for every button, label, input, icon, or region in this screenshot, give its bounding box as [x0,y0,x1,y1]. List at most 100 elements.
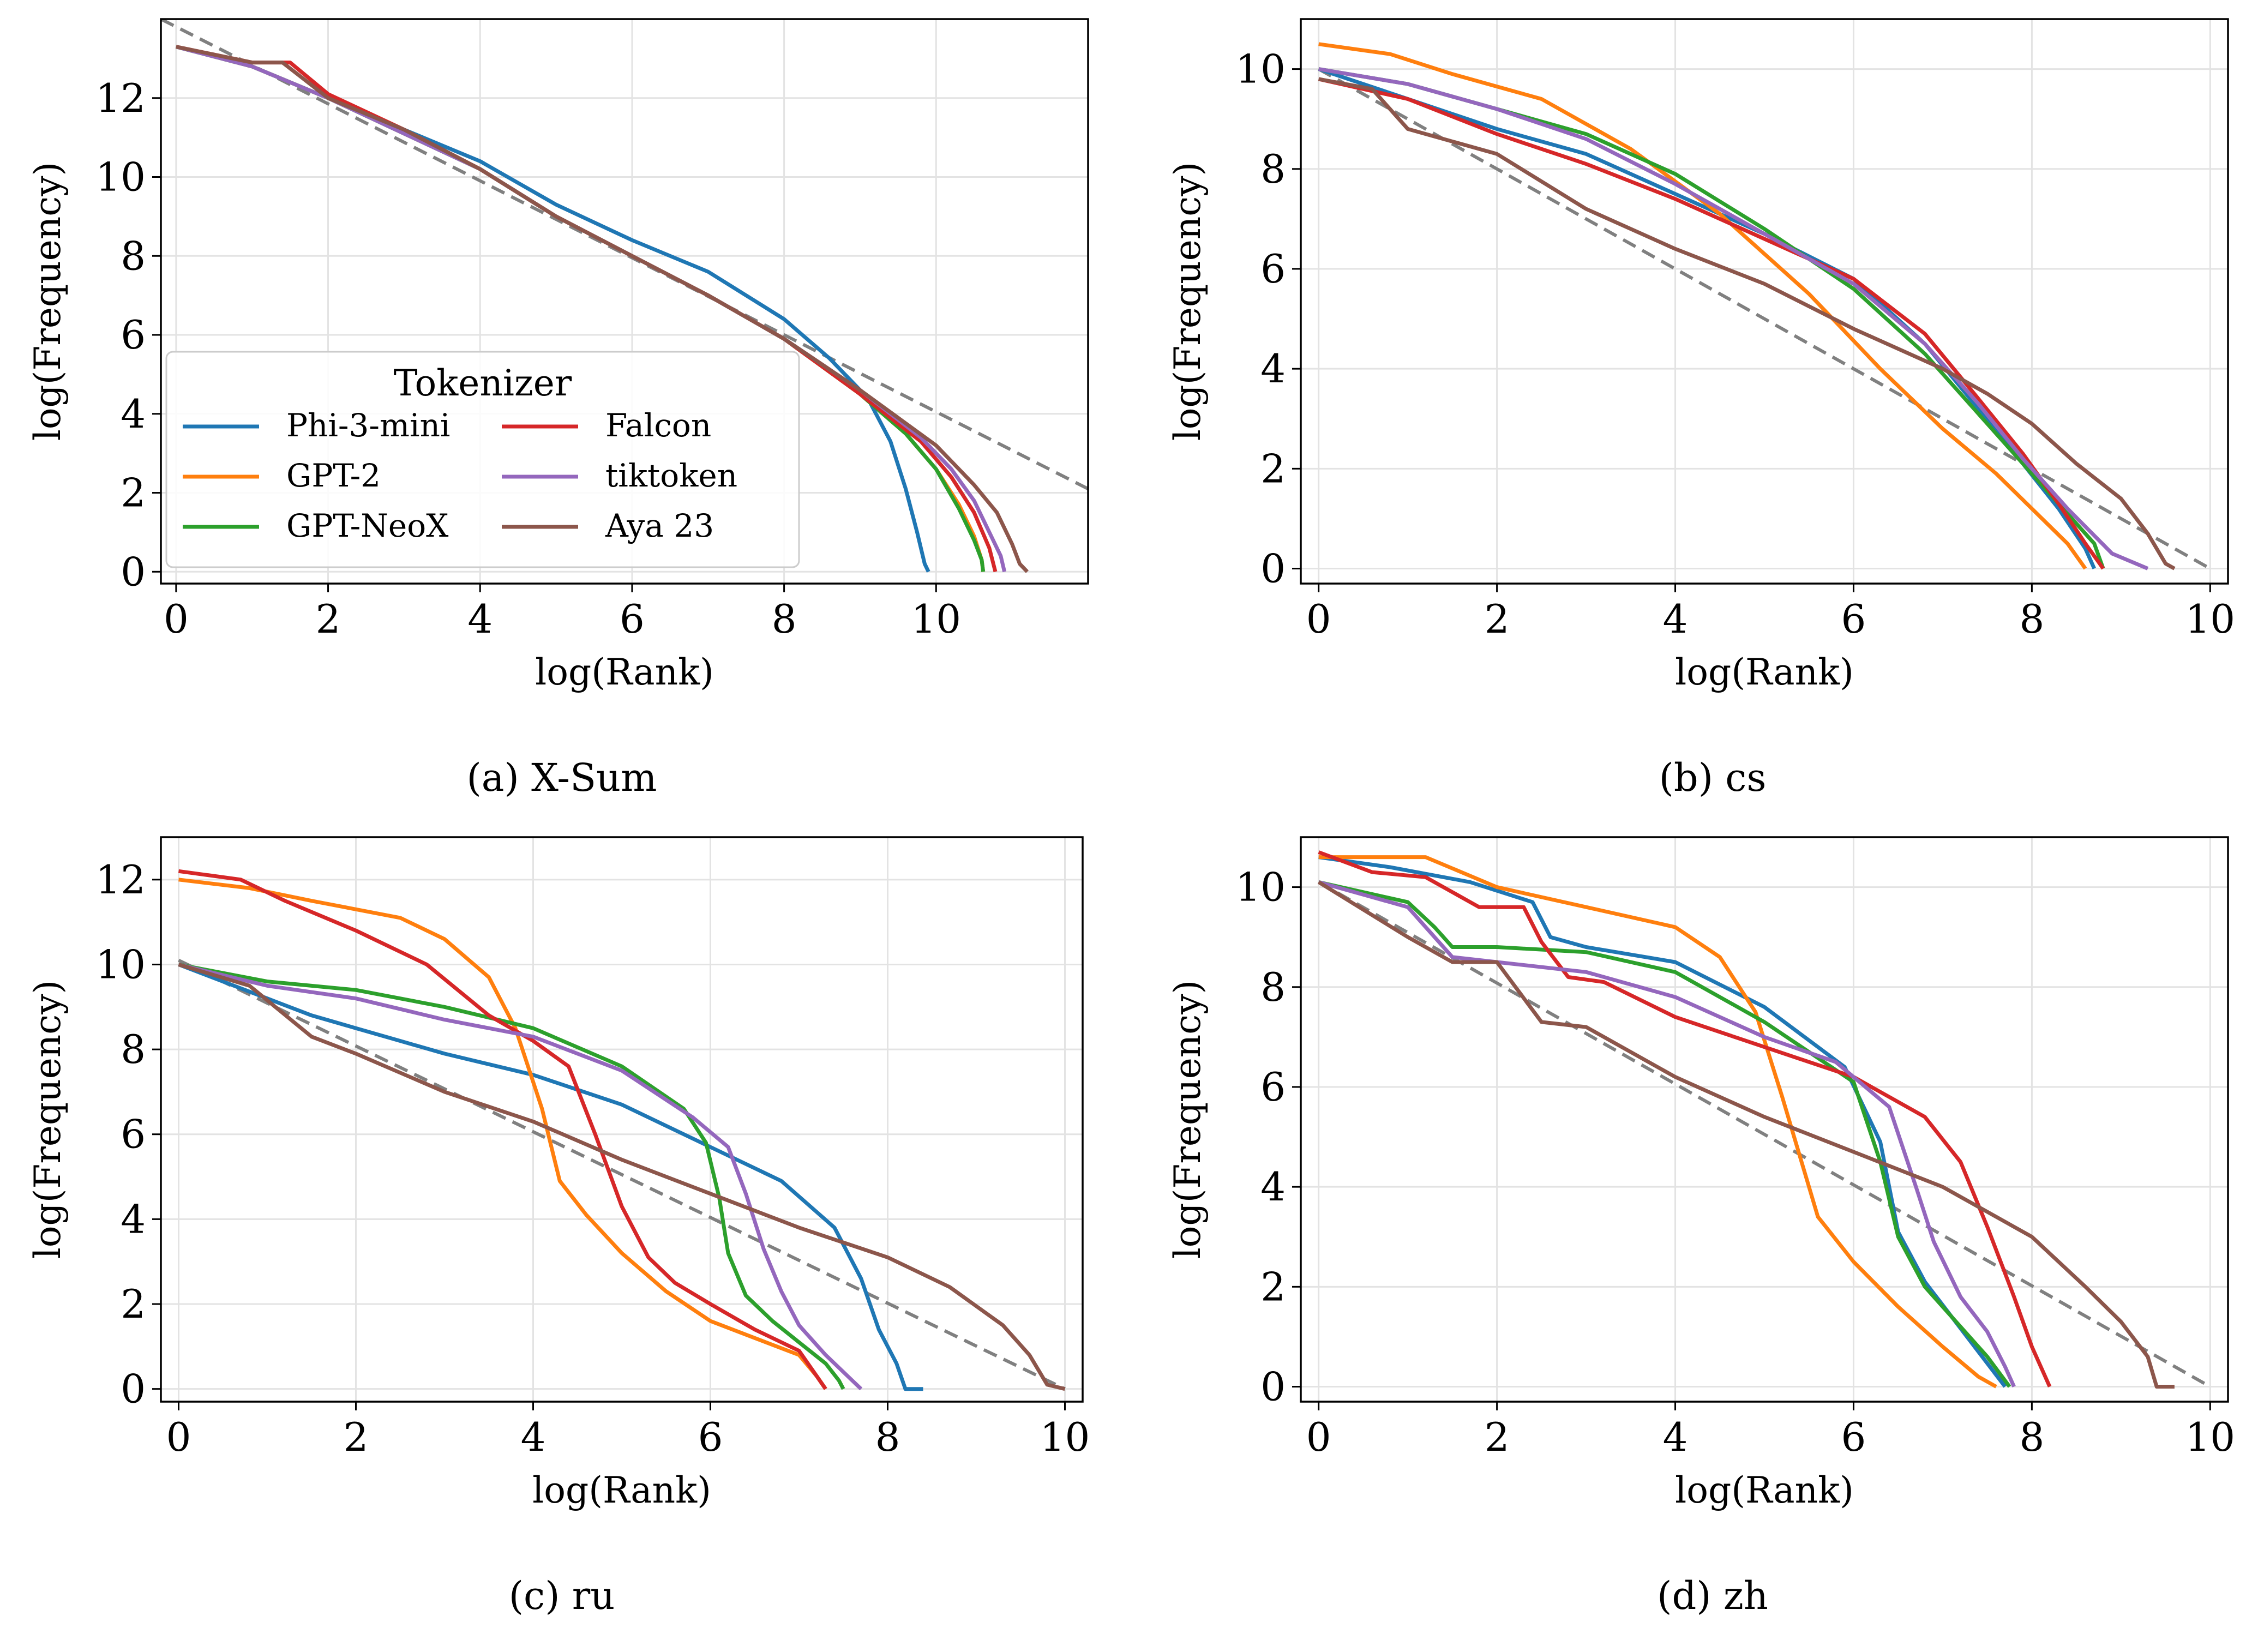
series-line-tiktoken [1318,880,2016,1387]
x-tick-label: 2 [1485,596,1510,642]
chart-panel: 0 2 4 6 8 10 0 2 4 6 8 10 12 log(Rank) log(Frequency) (… [27,836,1090,1618]
x-tick-label: 0 [1306,1414,1331,1460]
x-tick-label: 6 [620,596,645,642]
y-tick-label: 10 [1235,864,1286,910]
y-tick-label: 12 [95,75,146,121]
y-tick-label: 12 [95,857,146,903]
legend-box [165,351,800,568]
x-axis-label: log(Rank) [1675,651,1854,693]
y-tick-label: 6 [1260,246,1286,292]
x-tick-label: 10 [2185,1414,2235,1460]
plot-frame [1300,18,2229,585]
y-axis-label: log(Frequency) [27,980,69,1259]
x-axis-label: log(Rank) [535,651,714,693]
y-tick-label: 0 [121,1366,146,1412]
y-axis-label: log(Frequency) [1167,980,1209,1259]
y-tick-label: 2 [121,470,146,516]
series-line-gpt-2 [178,878,827,1390]
y-tick-label: 10 [95,154,146,200]
panel-caption: (c) ru [509,1573,615,1618]
series-line-tiktoken [1318,67,2149,570]
series-line-phi-3-mini [1318,67,2096,569]
y-tick-label: 10 [1235,46,1286,92]
x-tick-label: 4 [1663,596,1688,642]
series-line-phi-3-mini [178,963,923,1391]
x-tick-label: 0 [164,596,189,642]
series-line-gpt-neox [1318,67,2105,569]
x-tick-label: 2 [344,1414,369,1460]
y-tick-label: 8 [1260,146,1286,192]
y-axis-label: log(Frequency) [1167,162,1209,441]
legend-label: GPT-2 [286,457,381,494]
panel-caption: (b) cs [1659,755,1767,800]
y-tick-label: 6 [121,1112,146,1157]
legend-label: GPT-NeoX [286,507,449,544]
y-tick-label: 4 [121,391,146,437]
series-line-aya-23 [178,963,1066,1391]
y-tick-label: 4 [1260,346,1286,392]
x-tick-label: 2 [1485,1414,1510,1460]
y-tick-label: 4 [1260,1164,1286,1210]
y-tick-label: 8 [121,233,146,279]
x-axis-label: log(Rank) [532,1469,711,1511]
x-tick-label: 6 [1841,596,1866,642]
x-tick-label: 10 [1040,1414,1090,1460]
chart-panel: 0 2 4 6 8 10 0 2 4 6 8 10 log(Rank) log(Frequency) (d)… [1167,836,2235,1618]
x-tick-label: 10 [2185,596,2235,642]
y-tick-label: 8 [1260,964,1286,1010]
x-tick-label: 10 [911,596,961,642]
legend-label: Falcon [605,407,711,444]
series-line-aya-23 [1318,77,2176,570]
series-line-falcon [178,869,827,1390]
y-tick-label: 2 [1260,446,1286,491]
legend-label: Phi-3-mini [286,407,450,444]
series-line-aya-23 [176,45,1029,573]
y-tick-label: 6 [121,312,146,358]
panel-caption: (d) zh [1657,1573,1768,1618]
x-tick-label: 6 [1841,1414,1866,1460]
legend-title: Tokenizer [394,362,572,404]
x-tick-label: 6 [698,1414,723,1460]
x-tick-label: 4 [467,596,493,642]
y-tick-label: 8 [121,1026,146,1072]
series-line-gpt-neox [178,963,845,1390]
series-line-gpt-neox [1318,880,2011,1388]
series-line-tiktoken [178,963,863,1391]
y-tick-label: 10 [95,941,146,987]
y-axis-label: log(Frequency) [27,162,69,441]
y-tick-label: 2 [121,1281,146,1327]
legend-label: Aya 23 [605,507,714,544]
x-tick-label: 0 [166,1414,191,1460]
plot-frame [1300,836,2229,1403]
series-line-gpt-2 [1318,42,2087,570]
panel-caption: (a) X-Sum [466,755,657,800]
y-tick-label: 0 [1260,1364,1286,1410]
x-tick-label: 4 [1663,1414,1688,1460]
x-axis-label: log(Rank) [1675,1469,1854,1511]
reference-line [178,958,1066,1391]
series-line-aya-23 [1317,880,2175,1389]
y-tick-label: 0 [1260,546,1286,592]
series-line-falcon [1318,850,2052,1387]
y-tick-label: 0 [121,549,146,594]
x-tick-label: 8 [875,1414,900,1460]
y-tick-label: 6 [1260,1064,1286,1110]
y-tick-label: 4 [121,1196,146,1242]
x-tick-label: 0 [1306,596,1331,642]
x-tick-label: 8 [2019,596,2044,642]
series-line-falcon [1318,77,2105,570]
series-line-gpt-2 [1318,855,1997,1389]
x-tick-label: 4 [521,1414,546,1460]
legend-label: tiktoken [605,457,737,494]
x-tick-label: 8 [2019,1414,2044,1460]
plot-frame [160,18,1089,585]
chart-panel: 0 2 4 6 8 10 0 2 4 6 8 10 log(Rank) log(Frequency) (b)… [1167,18,2235,800]
reference-line [1318,67,2211,570]
chart-panel: 0 2 4 6 8 10 0 2 4 6 8 10 12 log(Rank) log(Frequency) (… [27,18,1089,800]
y-tick-label: 2 [1260,1264,1286,1309]
plot-frame [160,836,1084,1403]
x-tick-label: 2 [316,596,341,642]
reference-line [1318,880,2211,1389]
